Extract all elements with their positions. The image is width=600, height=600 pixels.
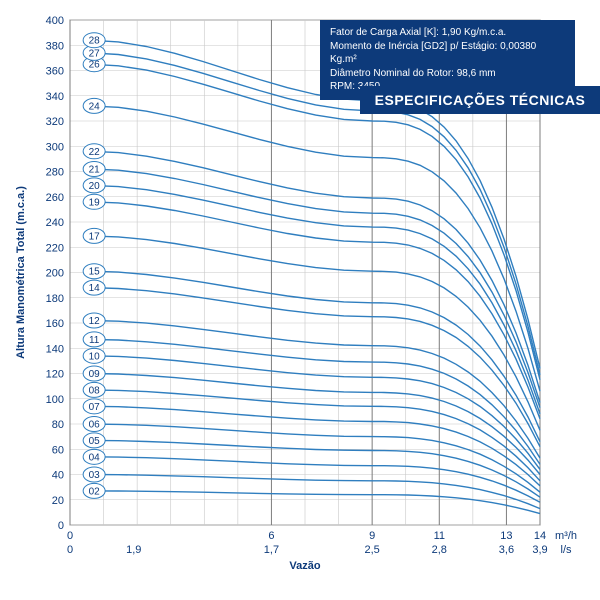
series-curve: [90, 169, 540, 408]
svg-text:200: 200: [46, 268, 64, 280]
svg-text:240: 240: [46, 217, 64, 229]
svg-text:11: 11: [434, 530, 445, 542]
series-curve: [90, 202, 540, 419]
svg-text:180: 180: [46, 293, 64, 305]
svg-text:07: 07: [89, 402, 101, 413]
svg-text:05: 05: [89, 436, 101, 447]
svg-text:09: 09: [89, 369, 101, 380]
svg-text:0: 0: [58, 520, 64, 532]
svg-text:1,9: 1,9: [126, 544, 141, 556]
svg-text:360: 360: [46, 66, 64, 78]
svg-text:Vazão: Vazão: [289, 560, 320, 572]
svg-text:11: 11: [89, 335, 100, 346]
svg-text:Altura Manométrica Total (m.c.: Altura Manométrica Total (m.c.a.): [15, 186, 27, 359]
svg-text:21: 21: [89, 164, 101, 175]
svg-text:26: 26: [89, 60, 101, 71]
svg-text:22: 22: [89, 147, 101, 158]
series-curve: [90, 356, 540, 470]
svg-text:100: 100: [46, 394, 64, 406]
svg-text:06: 06: [89, 420, 101, 431]
svg-text:10: 10: [89, 351, 101, 362]
svg-text:280: 280: [46, 167, 64, 179]
series-label: 04: [83, 449, 105, 464]
svg-text:l/s: l/s: [561, 544, 573, 556]
svg-text:400: 400: [46, 15, 64, 27]
info-line: Momento de Inércia [GD2] p/ Estágio: 0,0…: [330, 40, 565, 67]
svg-text:24: 24: [89, 101, 101, 112]
svg-text:140: 140: [46, 343, 64, 355]
series-label: 12: [83, 313, 105, 328]
svg-text:300: 300: [46, 141, 64, 153]
spec-banner-label: ESPECIFICAÇÕES TÉCNICAS: [375, 92, 586, 108]
series-curve: [90, 151, 540, 402]
svg-text:20: 20: [89, 181, 101, 192]
svg-text:m³/h: m³/h: [555, 530, 577, 542]
series-label: 22: [83, 144, 105, 159]
series-label: 11: [83, 332, 105, 347]
svg-text:9: 9: [369, 530, 375, 542]
svg-text:2,8: 2,8: [432, 544, 447, 556]
series-label: 21: [83, 161, 105, 176]
svg-text:04: 04: [89, 452, 101, 463]
svg-text:380: 380: [46, 40, 64, 52]
svg-text:2,5: 2,5: [364, 544, 379, 556]
svg-text:12: 12: [89, 316, 101, 327]
svg-text:220: 220: [46, 242, 64, 254]
svg-text:19: 19: [89, 197, 101, 208]
svg-text:260: 260: [46, 192, 64, 204]
info-line: Diâmetro Nominal do Rotor: 98,6 mm: [330, 67, 565, 81]
series-label: 05: [83, 433, 105, 448]
series-label: 28: [83, 33, 105, 48]
svg-text:340: 340: [46, 91, 64, 103]
svg-text:13: 13: [500, 530, 512, 542]
svg-text:3,6: 3,6: [499, 544, 514, 556]
series-curve: [90, 271, 540, 442]
svg-text:17: 17: [89, 231, 101, 242]
series-curve: [90, 491, 540, 514]
spec-banner: ESPECIFICAÇÕES TÉCNICAS: [360, 86, 600, 114]
svg-text:60: 60: [52, 444, 64, 456]
series-label: 17: [83, 228, 105, 243]
series-label: 24: [83, 98, 105, 113]
svg-text:27: 27: [89, 48, 101, 59]
svg-text:08: 08: [89, 385, 101, 396]
series-label: 10: [83, 348, 105, 363]
series-label: 08: [83, 382, 105, 397]
chart-wrapper: 0204060801001201401601802002202402602803…: [0, 0, 600, 600]
svg-text:320: 320: [46, 116, 64, 128]
series-label: 14: [83, 280, 105, 295]
svg-text:40: 40: [52, 470, 64, 482]
svg-text:0: 0: [67, 544, 73, 556]
series-label: 06: [83, 417, 105, 432]
series-label: 15: [83, 264, 105, 279]
series-label: 20: [83, 178, 105, 193]
svg-text:28: 28: [89, 36, 101, 47]
svg-text:6: 6: [268, 530, 274, 542]
svg-text:160: 160: [46, 318, 64, 330]
svg-text:14: 14: [534, 530, 546, 542]
svg-text:03: 03: [89, 470, 101, 481]
svg-text:120: 120: [46, 369, 64, 381]
svg-text:02: 02: [89, 486, 101, 497]
svg-text:80: 80: [52, 419, 64, 431]
series-label: 02: [83, 483, 105, 498]
series-label: 19: [83, 194, 105, 209]
series-label: 09: [83, 366, 105, 381]
svg-text:0: 0: [67, 530, 73, 542]
svg-text:20: 20: [52, 495, 64, 507]
info-line: Fator de Carga Axial [K]: 1,90 Kg/m.c.a.: [330, 26, 565, 40]
svg-text:3,9: 3,9: [532, 544, 547, 556]
svg-text:1,7: 1,7: [264, 544, 279, 556]
svg-text:15: 15: [89, 267, 101, 278]
series-curve: [90, 406, 540, 486]
svg-text:14: 14: [89, 283, 101, 294]
series-label: 03: [83, 467, 105, 482]
series-label: 07: [83, 399, 105, 414]
